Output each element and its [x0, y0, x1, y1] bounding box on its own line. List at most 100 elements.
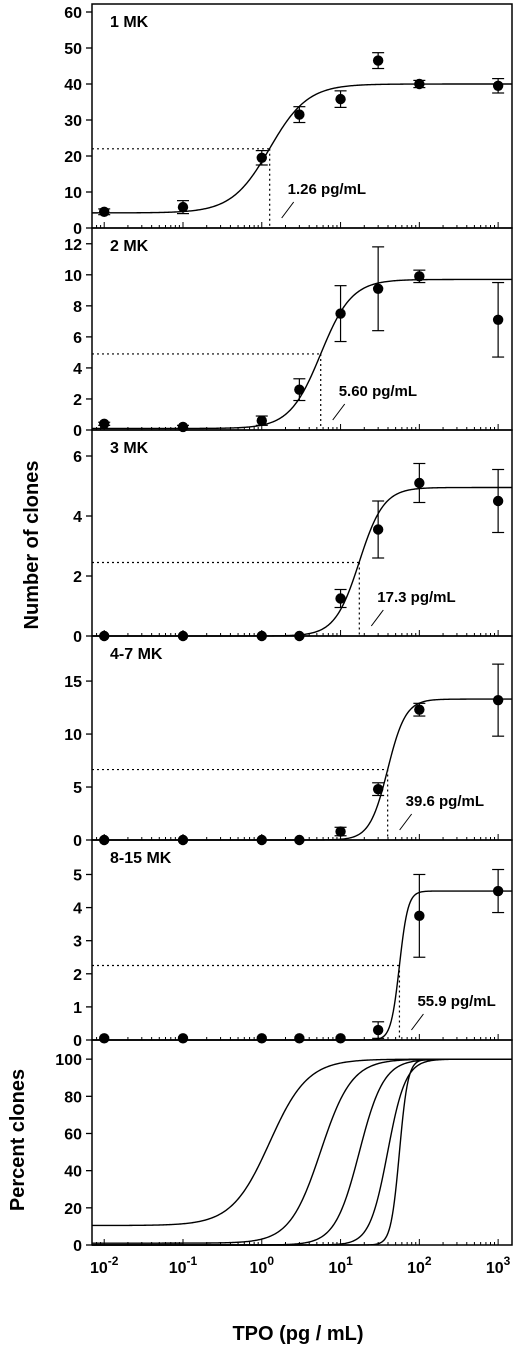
y-tick-label: 1: [73, 1000, 82, 1017]
x-tick-label: 102: [407, 1254, 432, 1277]
data-point: [256, 152, 267, 163]
data-point: [372, 783, 384, 795]
data-point: [492, 80, 504, 92]
x-tick-label: 10-1: [169, 1254, 198, 1277]
y-tick-label: 2: [73, 392, 82, 409]
data-point: [335, 93, 346, 105]
data-point: [177, 1033, 189, 1044]
panel-label: 1 MK: [110, 14, 149, 31]
y-tick-label: 6: [73, 449, 82, 466]
y-tick-label: 12: [64, 237, 82, 254]
data-point: [372, 524, 384, 535]
panel-4: 0 5 10 15 4-7 MK 39.6 pg/mL: [64, 635, 513, 850]
y-tick-label: 10: [64, 727, 82, 744]
data-point: [335, 826, 346, 837]
panel-frame: [91, 227, 513, 431]
panel-1: 0 10 20 30 40 50 60 1 MK 1.26 pg/mL: [64, 3, 513, 238]
y-tick-label: 40: [64, 77, 82, 94]
y-tick-label: 0: [73, 1033, 82, 1050]
x-tick-label: 103: [486, 1254, 511, 1277]
panel-6: 0 20 40 60 80 100: [55, 1039, 513, 1255]
y-tick-label: 20: [64, 1201, 82, 1218]
y-tick-label: 3: [73, 934, 82, 951]
panel-label: 8-15 MK: [110, 850, 172, 867]
ec50-leader: [399, 813, 413, 831]
y-tick-label: 0: [73, 221, 82, 238]
fit-curve: [92, 486, 512, 637]
x-tick-label: 100: [250, 1254, 275, 1277]
y-tick-label: 6: [73, 330, 82, 347]
y-tick-label: 5: [73, 867, 82, 884]
ec50-label: 5.60 pg/mL: [339, 383, 417, 400]
percent-curve-3: [92, 1058, 512, 1246]
y-tick-label: 10: [64, 185, 82, 202]
data-point: [372, 283, 384, 294]
x-tick-label: 10-2: [90, 1254, 119, 1277]
y-tick-label: 2: [73, 967, 82, 984]
panel-2: 0 2 4 6 8 10 12 2 MK 5.60 pg/mL: [64, 227, 513, 440]
y-tick-label: 0: [73, 629, 82, 646]
y-axis-title-number-of-clones: Number of clones: [21, 461, 43, 630]
y-tick-label: 20: [64, 149, 82, 166]
y-tick-label: 0: [73, 1238, 82, 1255]
panel-frame: [91, 1039, 513, 1246]
ec50-leader: [332, 403, 346, 421]
data-point: [414, 910, 425, 922]
data-point: [294, 384, 305, 395]
y-tick-label: 4: [73, 361, 82, 378]
data-point: [335, 593, 346, 604]
panel-3: 0 2 4 6 3 MK 17.3 pg/mL: [73, 429, 513, 646]
data-point: [414, 271, 425, 282]
data-point: [335, 308, 346, 319]
data-point: [335, 1033, 346, 1044]
panel-label: 2 MK: [110, 238, 149, 255]
y-tick-label: 60: [64, 1126, 82, 1143]
panel-5: 0 1 2 3 4 5 8-15 MK 55.9 pg/mL: [73, 839, 513, 1050]
y-tick-label: 10: [64, 268, 82, 285]
data-point: [372, 1024, 384, 1036]
ec50-label: 17.3 pg/mL: [377, 589, 455, 606]
data-point: [294, 1033, 305, 1044]
x-tick-label: 101: [328, 1254, 353, 1277]
y-tick-label: 30: [64, 113, 82, 130]
y-tick-label: 2: [73, 569, 82, 586]
y-tick-label: 0: [73, 423, 82, 440]
y-tick-label: 4: [73, 509, 82, 526]
y-tick-label: 80: [64, 1089, 82, 1106]
data-point: [492, 314, 504, 326]
ec50-label: 55.9 pg/mL: [417, 993, 495, 1010]
data-point: [256, 415, 267, 426]
ec50-label: 39.6 pg/mL: [406, 793, 484, 810]
percent-curve-2: [92, 1058, 512, 1244]
y-tick-label: 15: [64, 674, 82, 691]
data-point: [414, 78, 425, 90]
data-point: [294, 109, 305, 120]
x-axis-title: TPO (pg / mL): [232, 1323, 363, 1345]
percent-curve-5: [92, 1058, 512, 1246]
data-point: [414, 704, 425, 715]
ec50-leader: [370, 609, 384, 627]
y-tick-label: 40: [64, 1164, 82, 1181]
data-point: [492, 885, 504, 897]
data-point: [492, 694, 504, 706]
y-tick-label: 4: [73, 901, 82, 918]
panel-frame: [91, 839, 513, 1041]
ec50-leader: [411, 1013, 424, 1031]
percent-curve-4: [92, 1058, 512, 1246]
data-point: [177, 201, 189, 213]
y-tick-label: 8: [73, 299, 82, 316]
y-tick-label: 0: [73, 833, 82, 850]
data-point: [99, 1033, 110, 1044]
data-point: [492, 495, 504, 507]
panel-label: 4-7 MK: [110, 646, 163, 663]
y-axis-title-percent-clones: Percent clones: [7, 1069, 29, 1211]
data-point: [256, 1033, 267, 1044]
ec50-label: 1.26 pg/mL: [288, 181, 366, 198]
data-point: [414, 477, 425, 489]
y-tick-label: 5: [73, 780, 82, 797]
y-tick-label: 50: [64, 41, 82, 58]
fit-curve: [92, 83, 512, 214]
data-point: [99, 418, 110, 429]
